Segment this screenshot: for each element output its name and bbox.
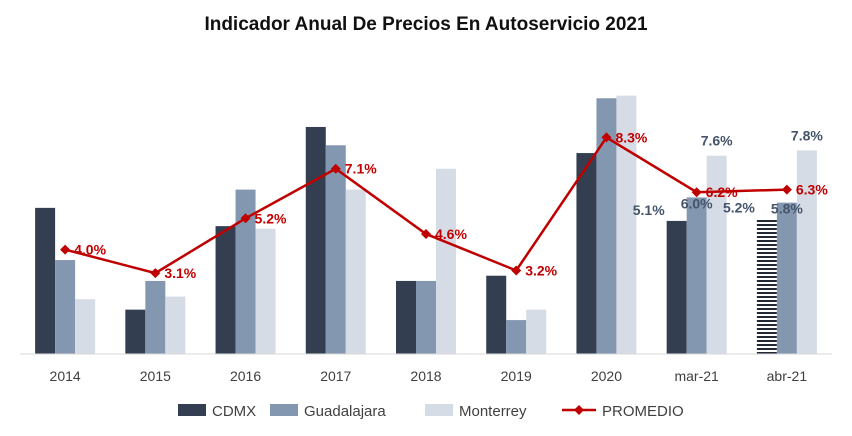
marker-promedio-2019 (511, 265, 522, 276)
data-label-promedio-mar-21: 6.2% (706, 184, 738, 200)
marker-promedio-abr-21 (781, 184, 792, 195)
bar-monterrey-abr-21 (796, 150, 817, 354)
x-tick-label-2020: 2020 (591, 368, 622, 384)
marker-promedio-2015 (150, 268, 161, 279)
data-label-promedio-2017: 7.1% (345, 161, 377, 177)
data-label-cdmx-abr-21: 5.2% (723, 199, 755, 215)
x-tick-label-2016: 2016 (230, 368, 261, 384)
bar-cdmx-2014 (35, 207, 56, 354)
data-label-promedio-2014: 4.0% (74, 242, 106, 258)
marker-promedio-2020 (601, 132, 612, 143)
data-label-promedio-abr-21: 6.3% (796, 182, 828, 198)
x-tick-labels: 2014 2015 2016 2017 2018 2019 2020 mar-21 abr-21 (50, 368, 808, 384)
legend: CDMX Guadalajara Monterrey PROMEDIO (178, 403, 684, 420)
bar-guadalajara-abr-21 (776, 202, 797, 354)
bar-monterrey-2019 (526, 309, 547, 354)
bar-cdmx-2020 (576, 153, 597, 354)
legend-label-monterrey: Monterrey (459, 403, 527, 420)
bar-guadalajara-2016 (235, 189, 256, 354)
bar-cdmx-2019 (486, 275, 507, 354)
data-label-guadalajara-abr-21: 5.8% (771, 201, 803, 217)
legend-item-promedio: PROMEDIO (562, 403, 684, 420)
x-tick-label-2015: 2015 (140, 368, 171, 384)
legend-swatch-cdmx (178, 404, 206, 416)
legend-item-cdmx: CDMX (178, 403, 256, 420)
data-label-promedio-2020: 8.3% (615, 129, 647, 145)
data-label-promedio-2019: 3.2% (525, 262, 557, 278)
legend-marker-promedio (574, 405, 584, 415)
marker-promedio-2018 (421, 228, 431, 239)
x-tick-label-abr-21: abr-21 (767, 368, 808, 384)
bar-monterrey-mar-21 (706, 155, 727, 354)
bar-cdmx-mar-21 (666, 220, 687, 354)
legend-swatch-monterrey (425, 404, 453, 416)
bar-monterrey-2018 (436, 168, 456, 354)
x-tick-label-mar-21: mar-21 (674, 368, 719, 384)
marker-promedio-2017 (330, 163, 341, 174)
legend-label-promedio: PROMEDIO (602, 403, 684, 420)
legend-label-cdmx: CDMX (212, 403, 256, 420)
data-label-monterrey-abr-21: 7.8% (791, 127, 823, 143)
legend-item-guadalajara: Guadalajara (270, 403, 386, 420)
bar-cdmx-2015 (125, 309, 146, 354)
x-tick-label-2014: 2014 (50, 368, 81, 384)
labels-layer: 4.0% 3.1% 5.2% 7.1% 4.6% 3.2% 8.3% 6.2% 6.3% 5.1%… (74, 127, 828, 281)
line-layer (60, 132, 792, 279)
bar-monterrey-2014 (75, 299, 96, 354)
bar-cdmx-abr-21 (756, 218, 777, 354)
x-tick-label-2019: 2019 (501, 368, 532, 384)
bars-layer (35, 95, 817, 355)
bar-guadalajara-2017 (325, 145, 346, 354)
data-label-promedio-2018: 4.6% (435, 226, 467, 242)
x-tick-label-2017: 2017 (320, 368, 351, 384)
data-label-promedio-2016: 5.2% (255, 210, 287, 226)
marker-promedio-2016 (240, 213, 251, 224)
bar-monterrey-2016 (255, 228, 276, 354)
bar-guadalajara-2020 (596, 98, 617, 355)
legend-item-monterrey: Monterrey (425, 403, 527, 420)
legend-swatch-guadalajara (270, 404, 298, 416)
bar-guadalajara-mar-21 (686, 197, 707, 354)
data-label-cdmx-mar-21: 5.1% (633, 202, 665, 218)
bar-cdmx-2018 (396, 280, 416, 354)
x-tick-label-2018: 2018 (410, 368, 441, 384)
marker-promedio-2014 (60, 244, 71, 255)
data-label-promedio-2015: 3.1% (164, 265, 196, 281)
bar-cdmx-2016 (215, 226, 236, 354)
chart-title: Indicador Anual De Precios En Autoservic… (204, 14, 648, 35)
bar-monterrey-2020 (616, 95, 637, 355)
bar-guadalajara-2015 (145, 280, 166, 354)
marker-promedio-mar-21 (691, 187, 702, 198)
data-label-monterrey-mar-21: 7.6% (701, 133, 733, 149)
bar-monterrey-2015 (165, 296, 186, 354)
bar-guadalajara-2014 (55, 260, 76, 354)
bar-guadalajara-2018 (416, 280, 436, 354)
data-label-guadalajara-mar-21: 6.0% (681, 195, 713, 211)
bar-guadalajara-2019 (506, 320, 527, 354)
bar-cdmx-2017 (305, 126, 326, 354)
legend-label-guadalajara: Guadalajara (304, 403, 386, 420)
bar-monterrey-2017 (345, 189, 366, 354)
